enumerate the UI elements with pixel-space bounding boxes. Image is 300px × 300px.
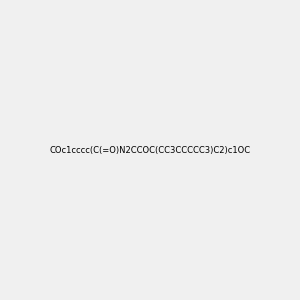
Text: COc1cccc(C(=O)N2CCOC(CC3CCCCC3)C2)c1OC: COc1cccc(C(=O)N2CCOC(CC3CCCCC3)C2)c1OC bbox=[50, 146, 250, 154]
